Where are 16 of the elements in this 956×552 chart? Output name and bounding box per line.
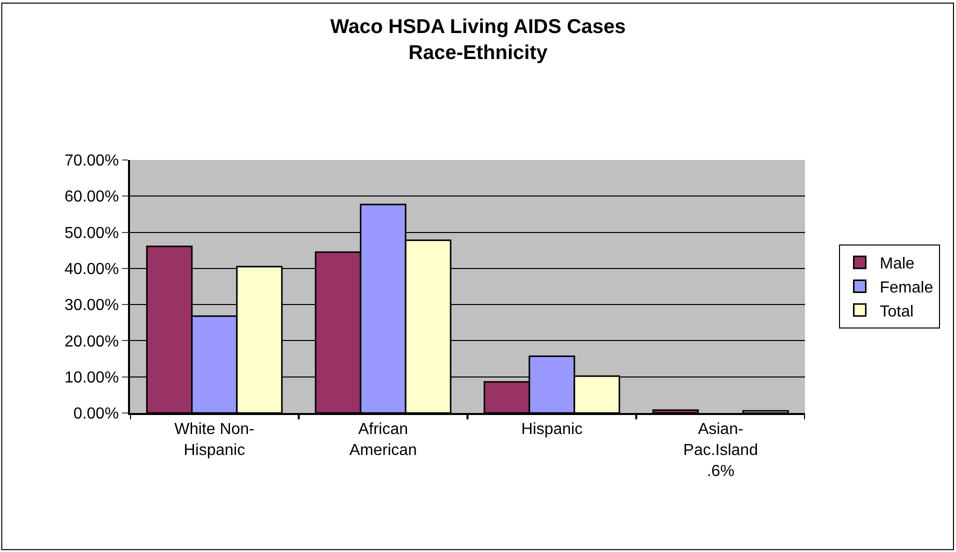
y-tick-label: 40.00% xyxy=(64,261,119,278)
x-tick-label: Hispanic xyxy=(521,421,583,438)
x-tick-label: White Non- Hispanic xyxy=(174,421,254,459)
y-tick-label: 30.00% xyxy=(64,297,119,314)
y-tick-label: 60.00% xyxy=(64,188,119,206)
y-tick-label: 0.00% xyxy=(73,406,119,423)
y-tick-label: 70.00% xyxy=(64,152,119,170)
chart-title: Waco HSDA Living AIDS Cases Race-Ethnicity xyxy=(330,16,626,64)
x-tick-label: Asian- Pac.Island .6% xyxy=(683,421,758,480)
legend-label: Total xyxy=(880,303,914,320)
y-tick-label: 20.00% xyxy=(64,333,119,350)
legend-label: Female xyxy=(880,279,934,296)
legend-label: Male xyxy=(880,256,915,273)
y-tick-label: 10.00% xyxy=(64,369,119,386)
x-tick-label: African American xyxy=(349,421,417,459)
y-tick-label: 50.00% xyxy=(64,224,119,242)
